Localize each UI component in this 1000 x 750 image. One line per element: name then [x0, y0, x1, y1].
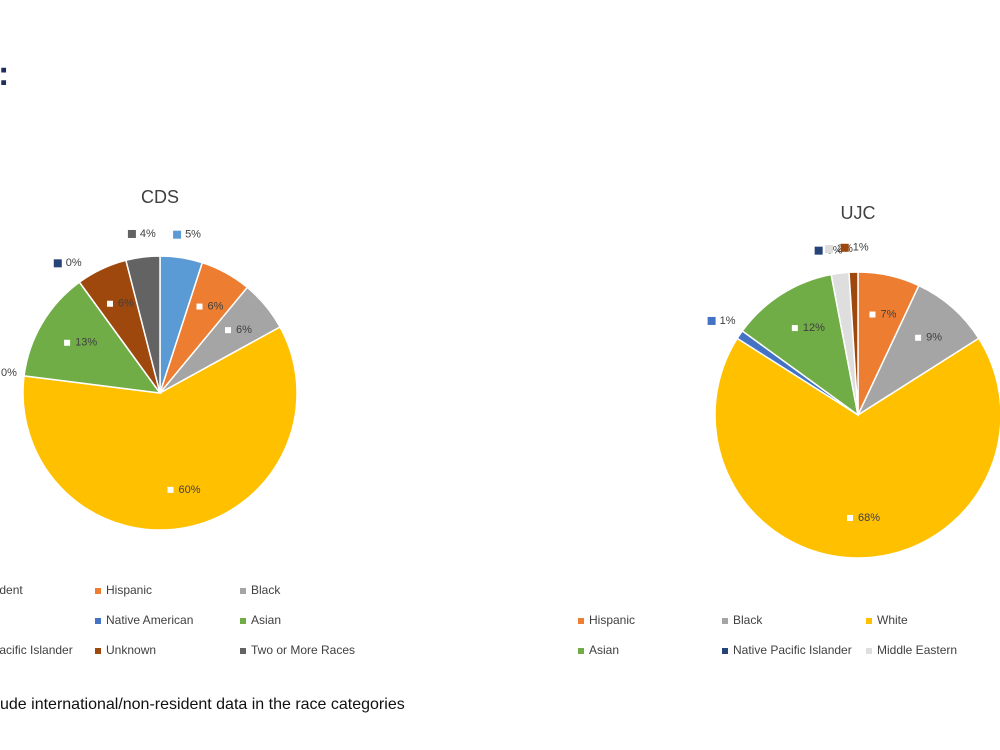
- pie-slice: [22, 325, 298, 531]
- heading: :: [0, 55, 9, 93]
- data-label: 13%: [75, 337, 97, 349]
- label-marker: [913, 332, 924, 343]
- data-label: 60%: [178, 484, 200, 496]
- pie-slice: [848, 271, 859, 416]
- legend-swatch: [578, 618, 584, 624]
- legend-label: Asian: [251, 613, 281, 627]
- label-marker: [194, 301, 205, 312]
- legend-label: Two or More Races: [251, 643, 355, 657]
- legend-swatch: [240, 588, 246, 594]
- legend-label: Native Pacific Islander: [0, 643, 73, 657]
- pie-slice: [125, 255, 161, 394]
- legend-label: Hispanic: [589, 613, 635, 627]
- legend-label: Native Pacific Islander: [733, 643, 852, 657]
- pie-slice: [714, 337, 1000, 559]
- legend-label: Asian: [589, 643, 619, 657]
- legend-swatch: [240, 648, 246, 654]
- legend-label: White: [877, 613, 908, 627]
- legend-swatch: [240, 618, 246, 624]
- legend-label: Unknown: [106, 643, 156, 657]
- legend-swatch: [95, 618, 101, 624]
- pie-slice: [741, 273, 860, 417]
- legend-label: Native American: [106, 613, 193, 627]
- data-label: 0%: [1, 367, 17, 379]
- label-marker: [825, 245, 834, 254]
- label-marker: [223, 325, 234, 336]
- data-label: 5%: [185, 229, 201, 241]
- label-marker: [53, 259, 62, 268]
- legend-label: Black: [733, 613, 763, 627]
- chart-title: UJC: [841, 203, 876, 223]
- data-label: 1%: [720, 315, 736, 327]
- data-label: 0%: [827, 245, 843, 257]
- footnote: ude international/non-resident data in t…: [0, 696, 405, 713]
- label-marker: [707, 316, 716, 325]
- data-label: 0%: [66, 257, 82, 269]
- data-label: 1%: [853, 242, 869, 254]
- label-marker: [789, 323, 800, 334]
- label-marker: [173, 230, 182, 239]
- data-label: 12%: [803, 322, 825, 334]
- pie-slice: [23, 281, 162, 394]
- legend-swatch: [866, 648, 872, 654]
- label-marker: [165, 484, 176, 495]
- label-marker: [62, 337, 73, 348]
- legend-swatch: [578, 648, 584, 654]
- legend-label: Non-resident: [0, 583, 23, 597]
- chart-title: CDS: [141, 187, 179, 207]
- legend-swatch: [95, 588, 101, 594]
- legend-swatch: [722, 648, 728, 654]
- label-marker: [845, 512, 855, 523]
- data-label: 6%: [208, 300, 224, 312]
- label-marker: [105, 298, 116, 309]
- label-marker: [814, 246, 823, 255]
- legend-swatch: [866, 618, 872, 624]
- data-label: 4%: [140, 228, 156, 240]
- pie-slice: [856, 284, 980, 418]
- legend-swatch: [722, 618, 728, 624]
- label-marker: [127, 229, 136, 238]
- label-marker: [867, 309, 878, 320]
- label-marker: [840, 243, 849, 252]
- data-label: 6%: [236, 324, 252, 336]
- legend-label: Black: [251, 583, 281, 597]
- data-label: 68%: [858, 512, 880, 524]
- data-label: 6%: [118, 298, 134, 310]
- data-label: 7%: [880, 308, 896, 320]
- legend-swatch: [95, 648, 101, 654]
- legend-label: Hispanic: [106, 583, 152, 597]
- legend-label: Middle Eastern: [877, 643, 957, 657]
- data-label: 9%: [926, 332, 942, 344]
